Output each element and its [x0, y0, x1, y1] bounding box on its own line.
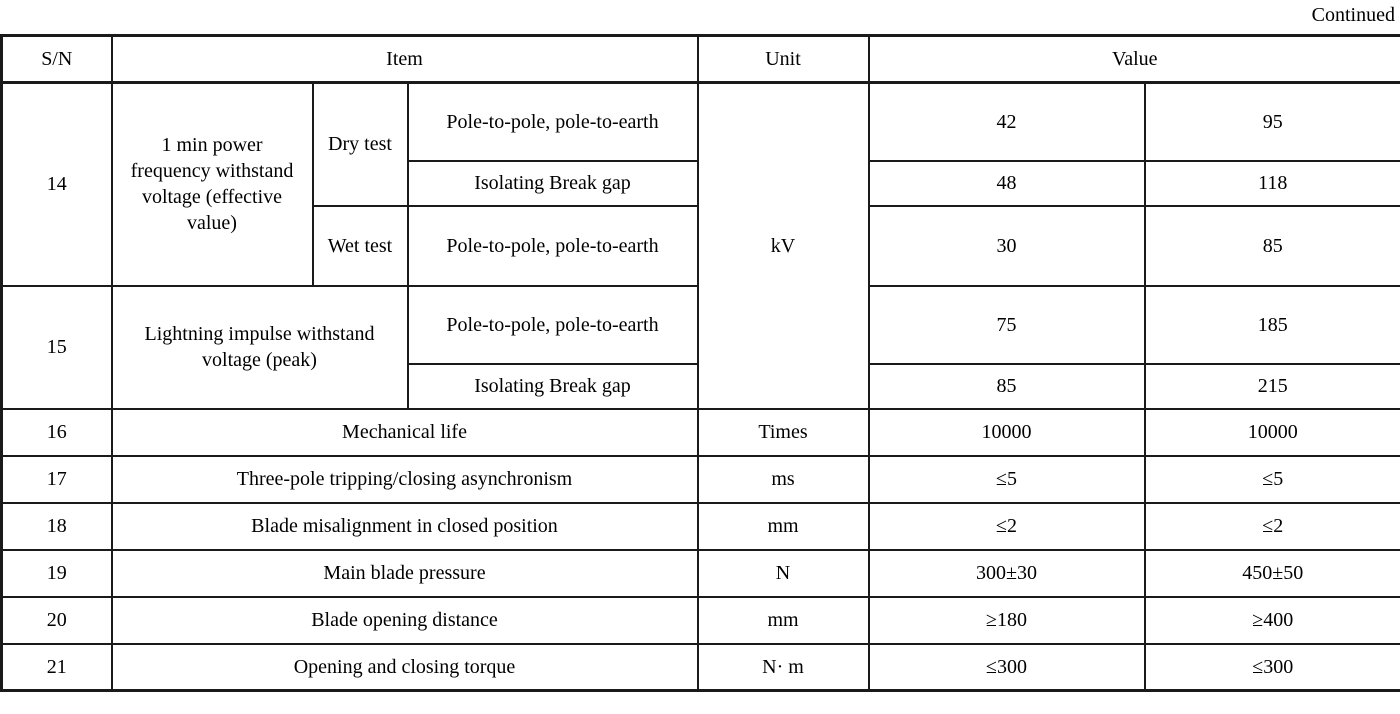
row19-sn-cell: 19: [0, 548, 113, 598]
row14-wet-test-cell: Wet test: [311, 204, 409, 287]
row14-dry-test-cell: Dry test: [311, 81, 409, 207]
row20-sn-cell: 20: [0, 595, 113, 645]
row15-value2-cell: 185: [1143, 284, 1400, 365]
row21-unit-cell: N· m: [696, 642, 870, 692]
row17: 17 Three-pole tripping/closing asynchron…: [0, 454, 1400, 504]
row21-value1-cell: ≤300: [867, 642, 1146, 692]
row18-sn-cell: 18: [0, 501, 113, 551]
header-row: S/N Item Unit Value: [0, 34, 1400, 84]
row20-value1-cell: ≥180: [867, 595, 1146, 645]
header-unit-cell: Unit: [696, 34, 870, 84]
row14-value1-cell: 30: [867, 204, 1146, 287]
row15-value1-cell: 85: [867, 362, 1146, 410]
row16-unit-cell: Times: [696, 407, 870, 457]
row17-unit-cell: ms: [696, 454, 870, 504]
row17-sn-cell: 17: [0, 454, 113, 504]
row15-value2-cell: 215: [1143, 362, 1400, 410]
row20: 20 Blade opening distance mm ≥180 ≥400: [0, 595, 1400, 645]
row14-condition-cell: Pole-to-pole, pole-to-earth: [406, 81, 699, 162]
row18-unit-cell: mm: [696, 501, 870, 551]
row20-unit-cell: mm: [696, 595, 870, 645]
row14-15-unit-cell: kV: [696, 81, 870, 410]
row15-condition-cell: Pole-to-pole, pole-to-earth: [406, 284, 699, 365]
row18-value2-cell: ≤2: [1143, 501, 1400, 551]
row15-item-cell: Lightning impulse withstand voltage (pea…: [110, 284, 409, 410]
row18: 18 Blade misalignment in closed position…: [0, 501, 1400, 551]
row15-value1-cell: 75: [867, 284, 1146, 365]
row17-item-cell: Three-pole tripping/closing asynchronism: [110, 454, 699, 504]
row14-item-cell: 1 min power frequency withstand voltage …: [110, 81, 314, 287]
row17-value2-cell: ≤5: [1143, 454, 1400, 504]
spec-table: S/N Item Unit Value 14 1 min power frequ…: [0, 34, 1400, 692]
row20-value2-cell: ≥400: [1143, 595, 1400, 645]
row14-condition-cell: Pole-to-pole, pole-to-earth: [406, 204, 699, 287]
row14-value2-cell: 118: [1143, 159, 1400, 207]
row21-sn-cell: 21: [0, 642, 113, 692]
header-sn-cell: S/N: [0, 34, 113, 84]
row18-item-cell: Blade misalignment in closed position: [110, 501, 699, 551]
row16: 16 Mechanical life Times 10000 10000: [0, 407, 1400, 457]
row15-condition-cell: Isolating Break gap: [406, 362, 699, 410]
row15-subrow-pole: 15 Lightning impulse withstand voltage (…: [0, 284, 1400, 410]
row18-value1-cell: ≤2: [867, 501, 1146, 551]
row16-sn-cell: 16: [0, 407, 113, 457]
row21: 21 Opening and closing torque N· m ≤300 …: [0, 642, 1400, 692]
row14-value1-cell: 48: [867, 159, 1146, 207]
row14-condition-cell: Isolating Break gap: [406, 159, 699, 207]
header-item-cell: Item: [110, 34, 699, 84]
row20-item-cell: Blade opening distance: [110, 595, 699, 645]
row19-value1-cell: 300±30: [867, 548, 1146, 598]
row15-subrow-gap: Isolating Break gap 85 215: [2, 362, 1400, 410]
row19-item-cell: Main blade pressure: [110, 548, 699, 598]
header-value-cell: Value: [867, 34, 1400, 84]
row17-value1-cell: ≤5: [867, 454, 1146, 504]
row16-item-cell: Mechanical life: [110, 407, 699, 457]
row14-value2-cell: 95: [1143, 81, 1400, 162]
row14-subrow-dry-gap: Isolating Break gap 48 118: [2, 159, 1400, 207]
row21-value2-cell: ≤300: [1143, 642, 1400, 692]
continued-label: Continued: [1311, 4, 1395, 26]
row16-value1-cell: 10000: [867, 407, 1146, 457]
row14-value1-cell: 42: [867, 81, 1146, 162]
row14-value2-cell: 85: [1143, 204, 1400, 287]
row19-unit-cell: N: [696, 548, 870, 598]
row19: 19 Main blade pressure N 300±30 450±50: [0, 548, 1400, 598]
row19-value2-cell: 450±50: [1143, 548, 1400, 598]
row16-value2-cell: 10000: [1143, 407, 1400, 457]
row14-subrow-dry-pole: 14 1 min power frequency withstand volta…: [0, 81, 1400, 410]
row14-subrow-wet-pole: Wet test Pole-to-pole, pole-to-earth 30 …: [2, 204, 1400, 287]
row15-sn-cell: 15: [0, 284, 113, 410]
row21-item-cell: Opening and closing torque: [110, 642, 699, 692]
row14-sn-cell: 14: [0, 81, 113, 287]
